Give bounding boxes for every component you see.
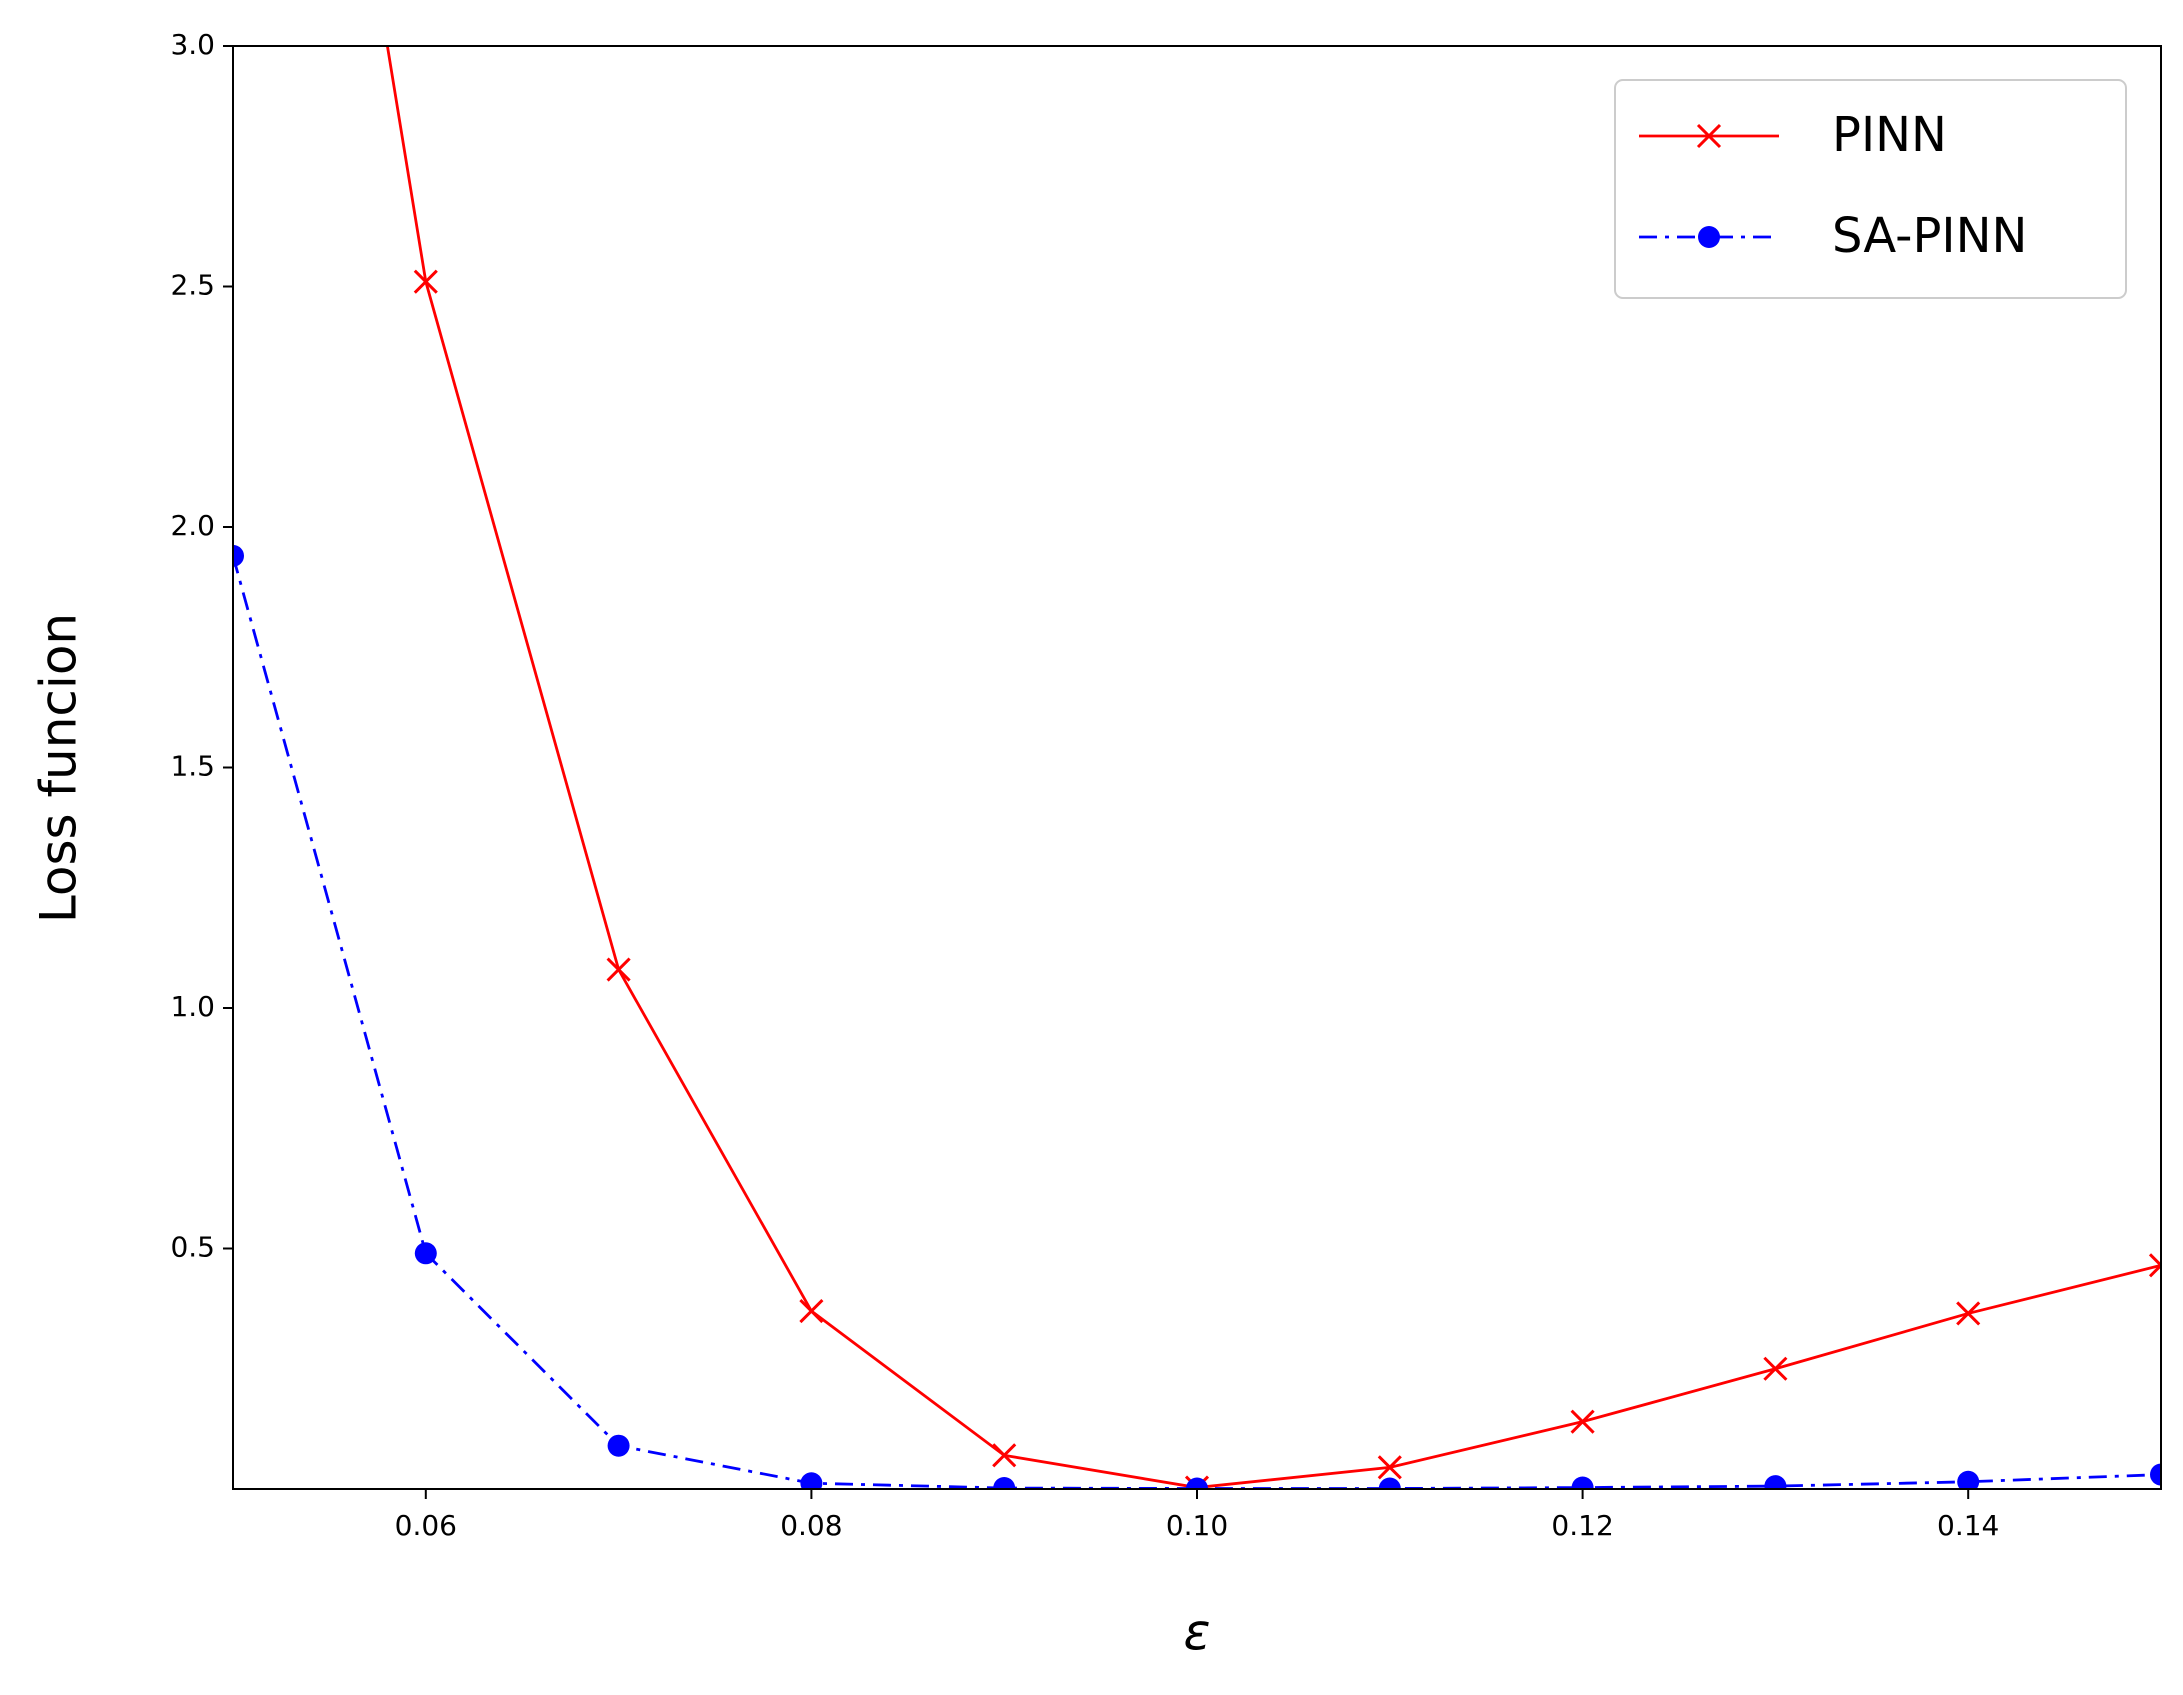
- x-tick-label: 0.14: [1937, 1509, 1999, 1542]
- data-point: [993, 1477, 1016, 1489]
- data-point: [2148, 1253, 2161, 1278]
- data-point: [607, 1434, 630, 1457]
- y-tick-label: 1.5: [170, 750, 215, 783]
- data-point: [1377, 1455, 1402, 1480]
- legend-box: [1614, 79, 2127, 299]
- data-point: [1570, 1409, 1595, 1434]
- data-point: [1378, 1477, 1401, 1489]
- data-point: [606, 957, 631, 982]
- plot-area: [233, 46, 2161, 1489]
- y-tick-label: 2.5: [170, 269, 215, 302]
- x-tick-label: 0.08: [780, 1509, 842, 1542]
- legend-label: SA-PINN: [1832, 208, 2027, 264]
- data-point: [413, 269, 438, 294]
- y-tick-label: 3.0: [170, 28, 215, 61]
- series-line: [233, 555, 2161, 1489]
- data-point: [799, 1298, 824, 1324]
- x-axis-label: ε: [1183, 1604, 1210, 1662]
- legend-label: PINN: [1832, 107, 1947, 163]
- data-point: [1956, 1301, 1981, 1326]
- data-point: [800, 1472, 823, 1489]
- data-point: [1957, 1470, 1980, 1489]
- data-point: [1186, 1477, 1208, 1489]
- x-tick-label: 0.10: [1166, 1509, 1228, 1542]
- x-tick-label: 0.06: [395, 1509, 457, 1542]
- data-point: [414, 1242, 437, 1265]
- legend-marker: [1698, 226, 1720, 248]
- plot-frame: [232, 45, 2162, 1490]
- data-point: [1763, 1356, 1788, 1381]
- data-point: [1571, 1476, 1594, 1489]
- y-tick-label: 1.0: [170, 990, 215, 1023]
- y-tick-label: 2.0: [170, 509, 215, 542]
- y-axis-label: Loss funcion: [30, 613, 88, 923]
- y-tick-label: 0.5: [170, 1231, 215, 1264]
- data-point: [233, 544, 244, 567]
- data-point: [992, 1443, 1017, 1468]
- data-point: [2150, 1463, 2161, 1486]
- legend-marker: [1696, 123, 1722, 149]
- data-point: [1764, 1475, 1787, 1489]
- x-tick-label: 0.12: [1551, 1509, 1613, 1542]
